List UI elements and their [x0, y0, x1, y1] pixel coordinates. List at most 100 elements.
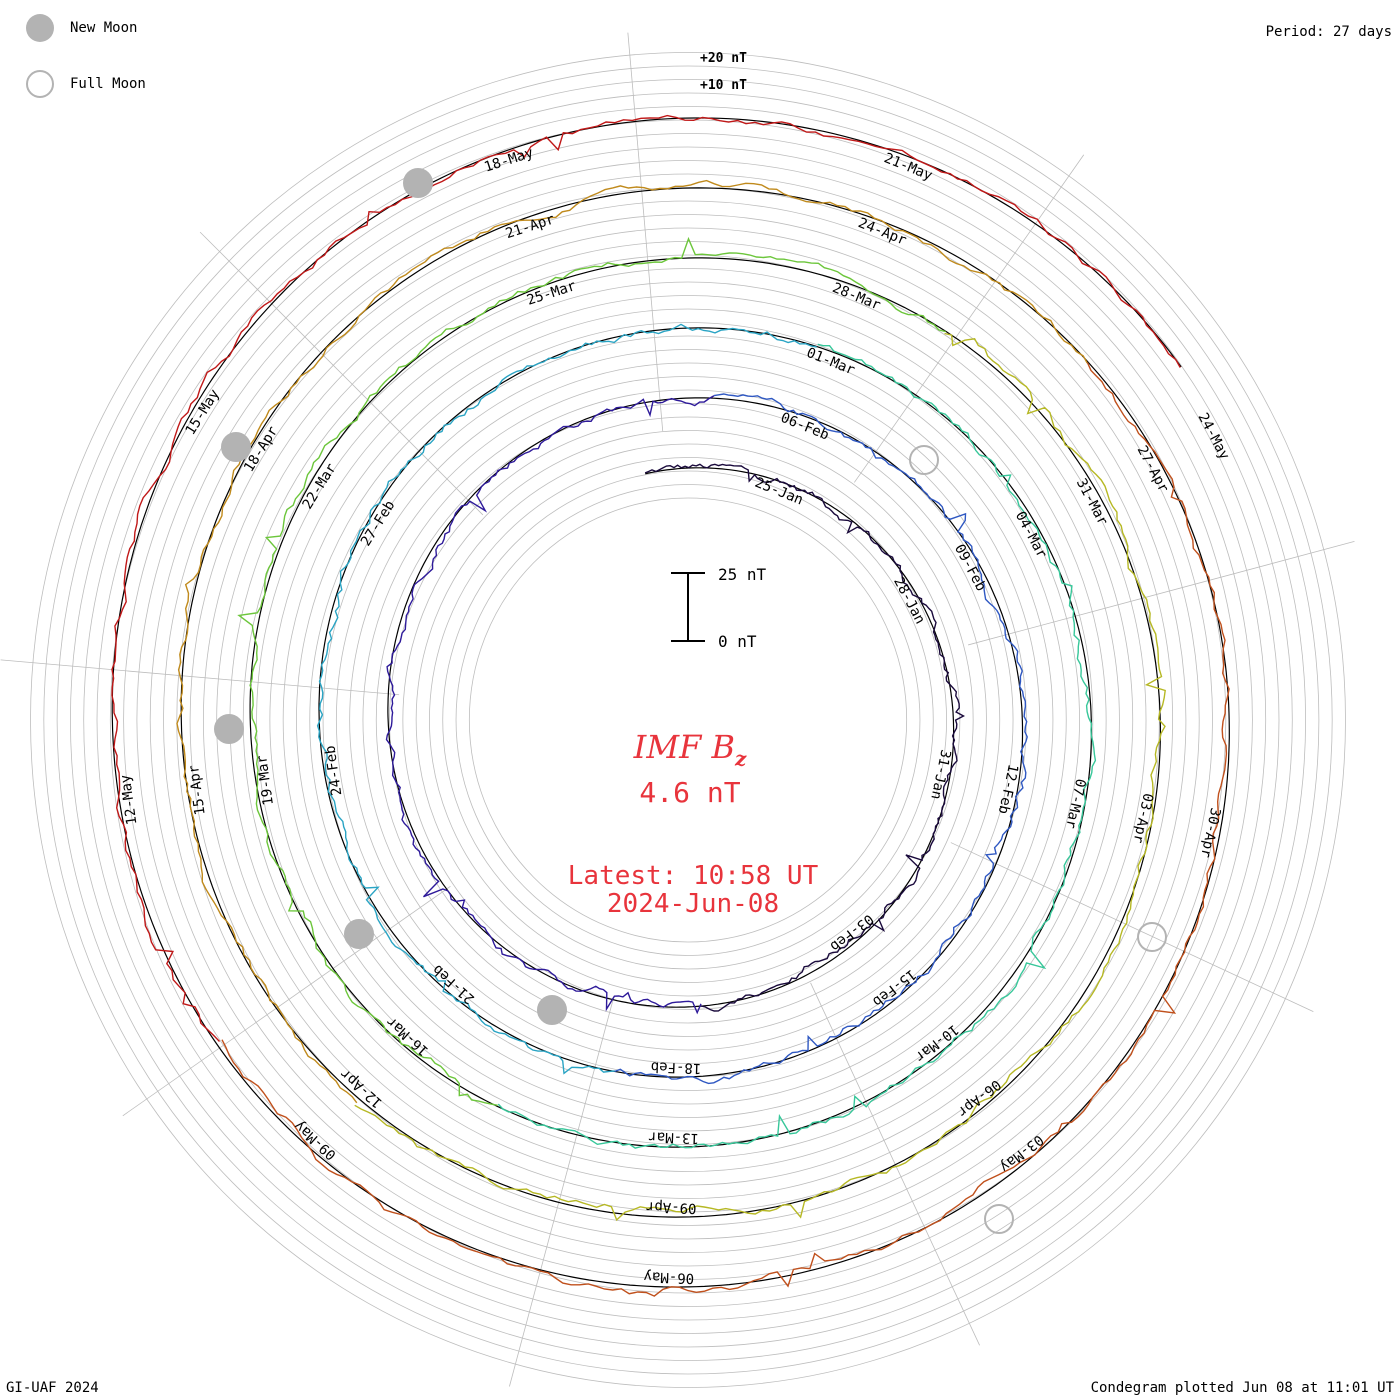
- footer-plot-time: Condegram plotted Jun 08 at 11:01 UT: [1090, 1380, 1394, 1396]
- grid-ring: [322, 349, 1054, 1091]
- day-spoke: [0, 659, 400, 696]
- day-spoke: [509, 1000, 614, 1387]
- new-moon-icon: [26, 14, 54, 42]
- parameter-subscript: z: [734, 746, 747, 771]
- ring-label-plus20: +20 nT: [700, 51, 747, 66]
- grid-ring: [282, 308, 1094, 1132]
- grid-ring: [43, 65, 1333, 1375]
- date-labels: 25-Jan28-Jan31-Jan03-Feb06-Feb09-Feb12-F…: [118, 145, 1233, 1286]
- bz-trace-segment: [644, 463, 965, 1012]
- legend-full-moon: Full Moon: [26, 70, 146, 98]
- grid-ring: [442, 470, 934, 970]
- parameter-title: IMF Bz: [0, 728, 1380, 770]
- grid-ring: [216, 241, 1160, 1199]
- legend-full-moon-label: Full Moon: [70, 76, 146, 92]
- latest-time: Latest: 10:58 UT: [567, 861, 819, 891]
- day-spoke: [810, 982, 980, 1346]
- new-moon-marker: [537, 995, 567, 1025]
- grid-ring: [83, 106, 1293, 1334]
- date-label: 04-Mar: [1012, 509, 1050, 561]
- grid-ring: [229, 254, 1147, 1186]
- full-moon-marker: [984, 1204, 1014, 1234]
- date-label: 28-Mar: [830, 280, 883, 314]
- bz-trace-segment: [614, 393, 1028, 1085]
- grid-ring: [362, 389, 1014, 1051]
- date-label: 09-Apr: [646, 1198, 697, 1216]
- grid-ring: [136, 160, 1240, 1280]
- latest-date: 2024-Jun-08: [606, 889, 780, 919]
- grid-ring: [242, 268, 1134, 1172]
- date-label: 12-May: [118, 774, 141, 826]
- current-value: 4.6 nT: [639, 776, 741, 809]
- date-label: 09-May: [291, 1117, 339, 1163]
- scale-bottom-label: 0 nT: [718, 632, 757, 651]
- grid-ring: [269, 295, 1107, 1145]
- date-label: 15-Apr: [186, 764, 209, 816]
- grid-ring: [189, 214, 1187, 1226]
- grid-ring: [202, 227, 1174, 1213]
- grid-ring: [468, 497, 908, 943]
- new-moon-marker: [214, 714, 244, 744]
- bz-trace-segment: [176, 179, 1088, 1104]
- parameter-name: IMF B: [633, 728, 735, 766]
- bz-trace-segment: [316, 323, 817, 1075]
- grid-ring: [149, 173, 1227, 1267]
- grid-ring: [70, 92, 1306, 1348]
- day-spokes: [0, 32, 1355, 1387]
- grid-ring: [429, 457, 947, 983]
- date-label: 18-Feb: [651, 1058, 702, 1076]
- grid-ring: [256, 281, 1120, 1159]
- date-label: 09-Feb: [951, 542, 989, 594]
- period-label: Period: 27 days: [1265, 24, 1392, 40]
- grid-ring: [109, 133, 1267, 1307]
- full-moon-icon: [26, 70, 54, 98]
- date-label: 19-Mar: [254, 754, 277, 806]
- zero-reference-spiral: [111, 117, 1230, 1288]
- day-spoke: [122, 886, 451, 1117]
- day-spoke: [968, 541, 1355, 646]
- grid-ring: [176, 200, 1200, 1240]
- legend-new-moon-label: New Moon: [70, 20, 138, 36]
- date-label: 31-Mar: [1073, 476, 1111, 528]
- bz-trace-segment: [385, 395, 715, 1015]
- grid-ring: [56, 79, 1320, 1361]
- bz-trace-segment: [221, 362, 1230, 1297]
- scale-top-label: 25 nT: [718, 565, 767, 584]
- date-label: 24-Apr: [856, 215, 909, 249]
- date-label: 24-Feb: [322, 744, 345, 796]
- grid-ring: [415, 443, 961, 997]
- grid-ring: [296, 322, 1080, 1118]
- grid-ring: [402, 430, 974, 1010]
- full-moon-marker: [909, 445, 939, 475]
- day-spoke: [199, 231, 484, 516]
- grid-ring: [349, 376, 1027, 1064]
- legend-new-moon: New Moon: [26, 14, 137, 42]
- date-label: 13-Mar: [648, 1128, 699, 1146]
- footer-credit: GI-UAF 2024: [6, 1380, 99, 1396]
- day-spoke: [627, 32, 664, 432]
- bz-series: [111, 114, 1230, 1297]
- new-moon-marker: [403, 168, 433, 198]
- moon-markers: [214, 168, 1167, 1234]
- bz-trace-segment: [237, 236, 946, 1106]
- ring-label-plus10: +10 nT: [700, 78, 747, 93]
- scale-bar: 25 nT 0 nT: [671, 565, 767, 651]
- day-spoke: [950, 842, 1314, 1012]
- day-spoke: [854, 154, 1085, 483]
- grid-ring: [309, 335, 1067, 1105]
- date-label: 24-May: [1194, 410, 1232, 462]
- date-label: 03-May: [997, 1131, 1047, 1175]
- date-label: 06-May: [643, 1268, 694, 1286]
- bz-trace-segment: [354, 332, 1166, 1222]
- grid-ring: [123, 146, 1253, 1294]
- new-moon-marker: [221, 432, 251, 462]
- full-moon-marker: [1137, 922, 1167, 952]
- date-label: 16-Mar: [384, 1013, 432, 1059]
- new-moon-marker: [344, 919, 374, 949]
- grid-ring: [30, 52, 1346, 1388]
- grid-ring: [455, 484, 921, 956]
- bz-trace-segment: [497, 343, 1097, 1149]
- grid-ring: [389, 416, 987, 1024]
- bz-trace-segment: [111, 114, 1181, 1042]
